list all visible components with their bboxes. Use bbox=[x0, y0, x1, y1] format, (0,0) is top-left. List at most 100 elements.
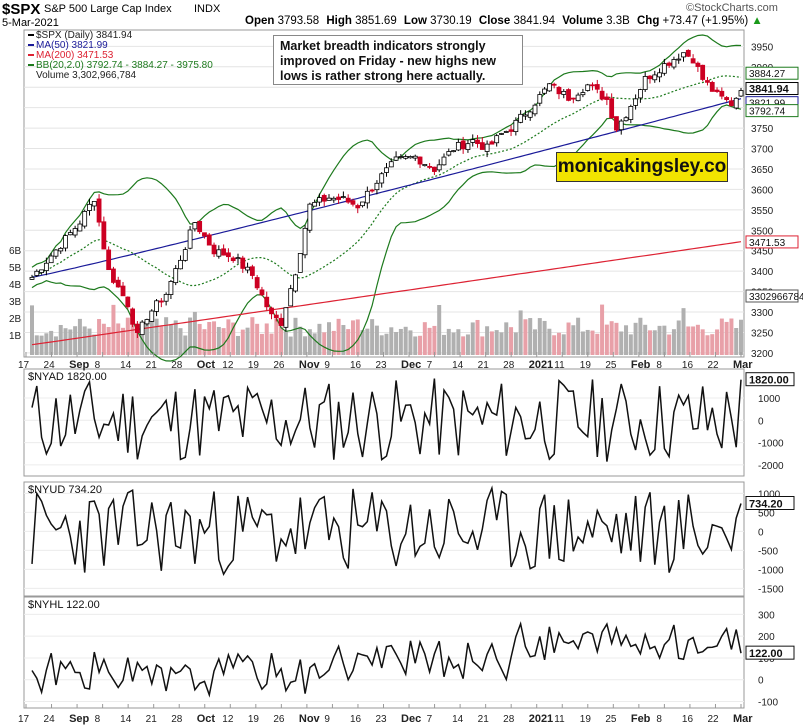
candle-up bbox=[87, 203, 92, 211]
volume-bar bbox=[456, 329, 461, 355]
legend-entry: Volume 3,302,966,784 bbox=[36, 70, 137, 81]
candle-down bbox=[570, 97, 576, 100]
volume-bar bbox=[384, 333, 389, 355]
volume-bar bbox=[437, 304, 442, 355]
candle-up bbox=[393, 156, 399, 161]
candle-down bbox=[336, 196, 341, 200]
volume-bar bbox=[235, 335, 240, 355]
candle-up bbox=[733, 97, 739, 109]
x-axis-label-bottom: 22 bbox=[707, 714, 719, 725]
volume-bar bbox=[370, 319, 375, 355]
volume-bar bbox=[739, 319, 743, 355]
candle-up bbox=[29, 276, 35, 280]
volume-bar bbox=[600, 304, 605, 355]
candle-down bbox=[685, 49, 691, 57]
nyad-last-label: 1820.00 bbox=[749, 375, 789, 387]
candle-up bbox=[139, 321, 145, 336]
volume-bar bbox=[729, 318, 734, 355]
volume-bar bbox=[245, 327, 250, 355]
candle-down bbox=[724, 97, 730, 100]
candle-down bbox=[96, 198, 102, 223]
candle-up bbox=[422, 164, 428, 167]
volume-bar bbox=[580, 331, 585, 355]
bb-upper-line bbox=[31, 34, 742, 268]
nyad-last-box bbox=[745, 372, 795, 387]
open-label: Open bbox=[245, 15, 275, 27]
x-axis-label: Dec bbox=[401, 359, 421, 371]
volume-bar bbox=[53, 336, 58, 355]
candle-up bbox=[451, 150, 456, 153]
nyud-last-box bbox=[745, 496, 795, 511]
candle-up bbox=[676, 58, 682, 61]
volume-bar bbox=[619, 331, 624, 355]
volume-bar bbox=[188, 317, 193, 355]
candle-up bbox=[39, 269, 44, 273]
candle-down bbox=[211, 244, 217, 255]
legend-entry: MA(200) 3471.53 bbox=[36, 50, 114, 61]
candle-up bbox=[326, 197, 332, 201]
candle-up bbox=[580, 92, 586, 96]
price-tick-label: 3950 bbox=[751, 42, 774, 53]
candle-up bbox=[53, 249, 59, 257]
volume-bar bbox=[331, 330, 336, 355]
x-axis-label: 8 bbox=[95, 360, 101, 371]
volume-bar bbox=[192, 311, 197, 355]
volume-bar bbox=[628, 334, 633, 355]
x-axis-label-bottom: Feb bbox=[631, 713, 651, 725]
candle-down bbox=[700, 64, 706, 80]
candle-up bbox=[561, 91, 567, 95]
volume-bar bbox=[681, 308, 686, 355]
candle-up bbox=[91, 200, 97, 207]
x-axis-label-bottom: 16 bbox=[350, 714, 362, 725]
volume-bar bbox=[341, 325, 346, 355]
volume-bar bbox=[566, 322, 571, 355]
volume-bar bbox=[144, 322, 149, 355]
candle-up bbox=[182, 249, 188, 261]
candle-up bbox=[384, 167, 389, 173]
candle-down bbox=[259, 289, 265, 296]
volume-bar bbox=[312, 333, 317, 355]
volume-bar bbox=[518, 310, 523, 355]
candle-down bbox=[690, 58, 696, 64]
volume-bar bbox=[734, 328, 739, 355]
volume-bar bbox=[121, 327, 126, 355]
volume-bar bbox=[240, 329, 245, 355]
nyhl-line bbox=[31, 621, 742, 698]
volume-bar bbox=[322, 332, 327, 355]
volume-bar bbox=[700, 329, 705, 355]
watermark-text: monicakingsley.co bbox=[557, 156, 727, 177]
volume-bar bbox=[293, 317, 298, 355]
price-label-text: 3792.74 bbox=[749, 107, 786, 118]
candle-down bbox=[202, 232, 207, 237]
candle-up bbox=[379, 173, 385, 184]
candle-down bbox=[273, 314, 279, 319]
candle-up bbox=[82, 211, 88, 227]
volume-bar bbox=[691, 326, 696, 355]
candle-up bbox=[331, 197, 337, 201]
candle-down bbox=[604, 96, 610, 100]
x-axis-label-bottom: 2021 bbox=[529, 713, 553, 725]
candle-down bbox=[350, 200, 356, 205]
nyud-title: $NYUD 734.20 bbox=[28, 484, 102, 496]
candle-up bbox=[340, 196, 346, 198]
volume-bar bbox=[154, 318, 159, 355]
symbol: $SPX bbox=[2, 1, 41, 18]
nyud-tick-label: 500 bbox=[758, 508, 775, 519]
volume-bar bbox=[63, 328, 68, 355]
volume-bar bbox=[537, 318, 542, 355]
volume-bar bbox=[614, 322, 619, 355]
x-axis-label: 11 bbox=[554, 360, 565, 371]
candle-up bbox=[63, 235, 68, 249]
candle-down bbox=[551, 83, 557, 86]
volume-bar bbox=[432, 325, 437, 355]
candle-up bbox=[642, 76, 648, 90]
volume-bar bbox=[465, 334, 470, 355]
volume-bar bbox=[446, 328, 451, 355]
volume-bar bbox=[398, 328, 403, 355]
volume-bar bbox=[106, 327, 111, 355]
candle-down bbox=[647, 75, 653, 80]
volume-bar bbox=[461, 336, 466, 355]
candle-up bbox=[499, 133, 504, 135]
candle-down bbox=[369, 189, 375, 192]
volume-bar bbox=[576, 317, 581, 355]
